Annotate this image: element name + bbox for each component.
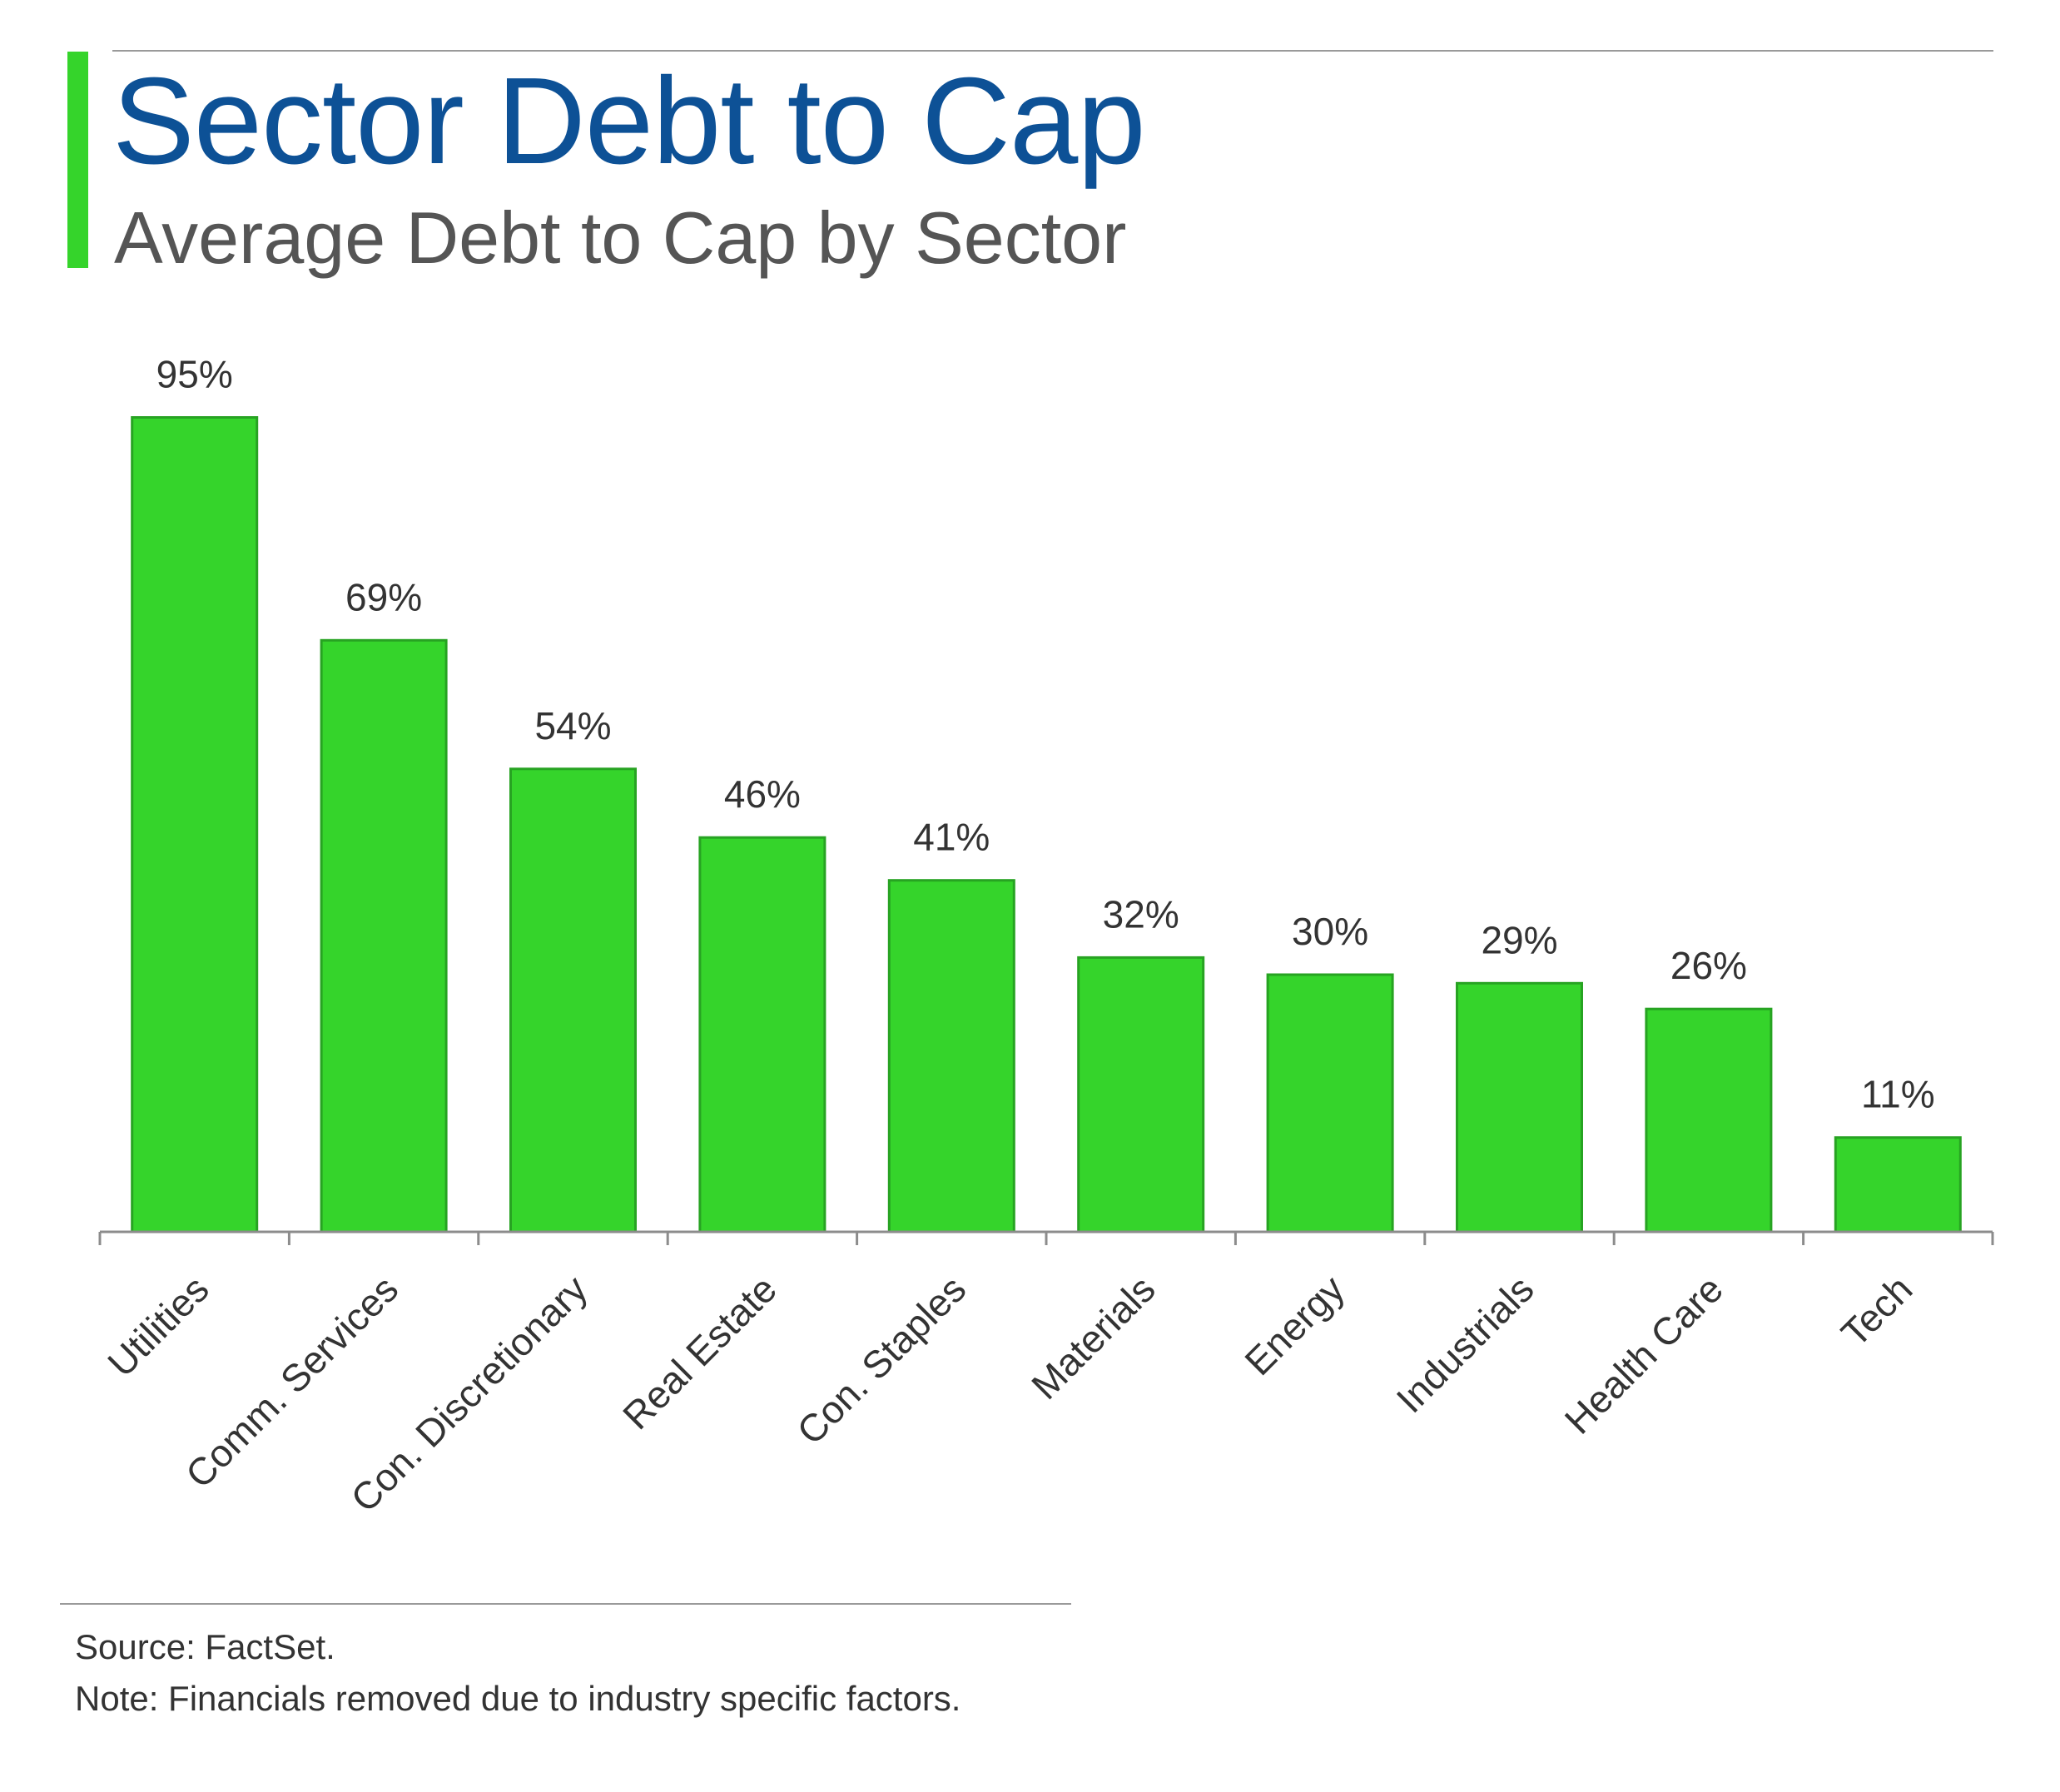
bar-5 (1077, 956, 1205, 1234)
data-label-4: 41% (913, 816, 990, 859)
bar-8 (1645, 1007, 1773, 1234)
category-label-0: Utilities (99, 1267, 217, 1385)
data-label-2: 54% (534, 704, 611, 747)
data-label-1: 69% (345, 575, 422, 618)
value-labels-group: 95% 69% 54% 46% 41% 32% 30% 29% 26% 11% (156, 353, 1935, 1116)
data-label-8: 26% (1670, 944, 1747, 987)
page-subtitle: Average Debt to Cap by Sector (114, 196, 1127, 279)
category-label-6: Energy (1236, 1267, 1353, 1383)
data-label-7: 29% (1481, 918, 1557, 961)
footer-rule (60, 1603, 1071, 1605)
data-label-9: 11% (1861, 1073, 1935, 1116)
category-label-8: Health Care (1556, 1267, 1731, 1442)
category-label-7: Industrials (1388, 1267, 1542, 1421)
category-label-5: Materials (1023, 1267, 1164, 1407)
data-label-5: 32% (1103, 892, 1179, 936)
title-accent-bar (67, 52, 88, 268)
data-label-3: 46% (724, 772, 801, 816)
category-label-3: Real Estate (614, 1267, 785, 1437)
top-rule (112, 50, 1993, 52)
bar-chart: 95% 69% 54% 46% 41% 32% 30% 29% 26% 11% Utilities… (98, 353, 1994, 1521)
category-label-9: Tech (1833, 1267, 1920, 1354)
source-note: Source: FactSet. (75, 1627, 335, 1666)
bar-3 (698, 836, 826, 1234)
bar-7 (1456, 981, 1583, 1234)
page-title: Sector Debt to Cap (112, 52, 1146, 190)
bar-1 (320, 638, 448, 1234)
bar-2 (509, 767, 637, 1234)
bar-4 (887, 879, 1015, 1234)
x-axis (98, 1230, 1994, 1245)
bar-6 (1266, 973, 1394, 1234)
category-label-4: Con. Staples (788, 1267, 974, 1452)
data-label-0: 95% (156, 353, 233, 396)
bars-group (131, 416, 1962, 1234)
data-label-6: 30% (1292, 910, 1368, 953)
bar-0 (131, 416, 259, 1234)
bar-9 (1834, 1136, 1962, 1234)
footnote: Note: Financials removed due to industry… (75, 1679, 961, 1718)
